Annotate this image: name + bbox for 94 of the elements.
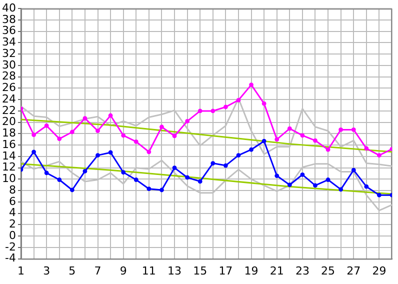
point	[274, 174, 280, 178]
point	[313, 138, 318, 143]
point	[274, 137, 280, 142]
point	[44, 124, 49, 128]
point	[160, 188, 164, 192]
point	[236, 153, 241, 158]
point	[185, 118, 190, 124]
point	[146, 186, 152, 192]
y-tick-label: 34	[2, 36, 16, 49]
point	[287, 182, 292, 188]
point	[70, 188, 74, 192]
point	[121, 133, 126, 138]
y-tick-label: 22	[2, 104, 16, 117]
point	[172, 166, 177, 170]
point	[108, 150, 113, 155]
y-tick-label: 28	[2, 70, 16, 83]
y-tick-label: 16	[2, 138, 16, 151]
point	[134, 139, 138, 144]
point	[96, 153, 100, 158]
y-tick-label: 32	[2, 46, 16, 60]
point	[249, 147, 254, 152]
point	[300, 172, 305, 177]
x-tick-label: 19	[244, 264, 258, 278]
point	[351, 168, 356, 172]
x-tick-label: 3	[43, 264, 50, 278]
x-tick-label: 11	[142, 264, 156, 278]
point	[338, 128, 344, 132]
x-tick-label: 13	[168, 264, 182, 278]
point	[351, 128, 356, 132]
y-tick-label: 18	[2, 126, 16, 140]
point	[32, 150, 36, 154]
y-tick-label: 38	[2, 12, 16, 26]
point	[82, 116, 88, 121]
point	[236, 98, 241, 102]
point	[57, 136, 62, 142]
point	[377, 153, 382, 158]
point	[326, 178, 330, 182]
y-tick-label: 4	[8, 206, 16, 220]
x-tick-label: 25	[321, 264, 336, 278]
point	[364, 146, 369, 151]
point	[70, 130, 74, 134]
point	[108, 113, 113, 118]
x-tick-label: 21	[270, 264, 284, 278]
x-tick-label: 27	[346, 264, 361, 278]
y-tick-label: 36	[2, 24, 16, 38]
y-tick-label: 14	[2, 149, 16, 162]
point	[96, 128, 100, 134]
point	[82, 169, 88, 174]
point	[223, 104, 228, 110]
x-tick-label: 1	[17, 264, 24, 278]
y-tick-label: -2	[5, 240, 16, 254]
y-tick-label: -4	[5, 252, 16, 265]
y-tick-label: 30	[2, 58, 16, 72]
point	[326, 147, 330, 152]
x-tick-label: 29	[372, 264, 386, 278]
point	[338, 187, 344, 192]
point	[198, 108, 202, 114]
point	[32, 132, 36, 138]
point	[262, 101, 266, 106]
point	[210, 108, 216, 114]
x-tick-label: 15	[193, 264, 208, 278]
point	[210, 161, 216, 166]
y-tick-label: 2	[8, 218, 16, 231]
x-tick-label: 5	[68, 264, 76, 278]
point	[377, 192, 382, 198]
point	[57, 178, 62, 182]
x-tick-label: 7	[94, 264, 102, 278]
point	[121, 170, 126, 175]
point	[313, 183, 318, 188]
point	[134, 178, 138, 182]
point	[364, 184, 369, 189]
y-tick-label: 20	[2, 115, 16, 128]
point	[185, 175, 190, 180]
y-tick-label: 0	[8, 228, 16, 242]
point	[223, 163, 228, 168]
y-tick-label: 26	[2, 81, 16, 94]
y-tick-label: 12	[2, 160, 16, 174]
x-tick-label: 9	[120, 264, 127, 278]
point	[198, 179, 202, 184]
point	[146, 150, 152, 154]
point	[300, 133, 305, 138]
point	[287, 126, 292, 131]
point	[44, 170, 49, 176]
y-tick-label: 8	[8, 183, 16, 196]
point	[172, 134, 177, 138]
y-tick-label: 24	[2, 92, 16, 106]
point	[249, 82, 254, 87]
x-tick-label: 17	[218, 264, 233, 278]
y-tick-label: 6	[8, 194, 16, 208]
point	[160, 124, 164, 130]
y-tick-label: 40	[2, 1, 16, 14]
point	[262, 138, 266, 144]
y-tick-label: 10	[2, 172, 16, 186]
x-tick-label: 23	[295, 264, 310, 278]
